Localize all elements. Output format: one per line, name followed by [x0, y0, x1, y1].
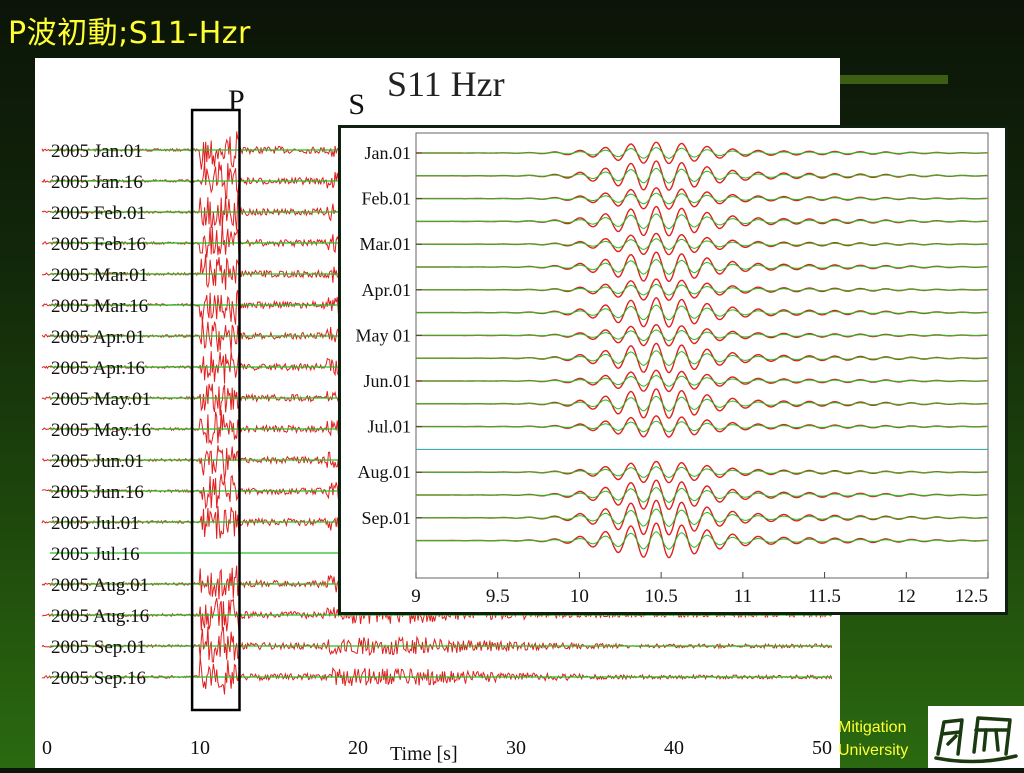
trace-label-2005-may-01: 2005 May.01 [51, 389, 151, 410]
slide-title: P波初動;S11-Hzr [8, 16, 251, 51]
trace-label-2005-aug-01: 2005 Aug.01 [51, 575, 149, 596]
inset-reference-wave-15 [416, 487, 988, 503]
waveform-2005-sep-01 [41, 626, 833, 663]
inset-y-tick-apr-01: Apr.01 [362, 280, 412, 300]
s-annotation: S [348, 88, 365, 121]
trace-label-2005-aug-16: 2005 Aug.16 [51, 606, 149, 627]
inset-x-tick-12-5: 12.5 [955, 586, 988, 607]
main-x-tick-50: 50 [812, 737, 832, 759]
inset-reference-wave-10 [416, 375, 988, 387]
main-x-tick-10: 10 [190, 737, 210, 759]
main-x-ticks-group: 0 10 20 30 40 50 [42, 737, 832, 759]
inset-x-tick-12: 12 [897, 586, 916, 607]
decorative-bar [838, 75, 948, 84]
trace-label-2005-jun-01: 2005 Jun.01 [51, 451, 144, 472]
trace-label-2005-jul-16: 2005 Jul.16 [51, 544, 140, 565]
inset-y-tick-mar-01: Mar.01 [360, 234, 412, 254]
main-chart-title: S11 Hzr [387, 64, 505, 104]
inset-zoom-svg: Jan.01 Feb.01 Mar.01 Apr.01 May 01 Jun.01 Jul.… [356, 132, 989, 607]
trace-label-2005-apr-16: 2005 Apr.16 [51, 358, 145, 379]
inset-y-tick-jan-01: Jan.01 [365, 143, 412, 163]
inset-reference-wave-14 [416, 466, 988, 478]
p-annotation: P [228, 84, 245, 117]
trace-label-2005-jun-16: 2005 Jun.16 [51, 482, 144, 503]
inset-reference-wave-7 [416, 304, 988, 321]
trace-label-2005-may-16: 2005 May.16 [51, 420, 151, 441]
inset-x-ticks-group: 9 9.5 10 10.5 11 11.5 12 12.5 [411, 572, 989, 607]
inset-zoom-chart: Jan.01 Feb.01 Mar.01 Apr.01 May 01 Jun.01 Jul.… [338, 125, 1008, 615]
inset-reference-wave-8 [416, 329, 988, 342]
waveform-2005-sep-16 [41, 657, 833, 695]
inset-y-tick-aug-01: Aug.01 [358, 462, 412, 482]
trace-label-2005-mar-01: 2005 Mar.01 [51, 265, 148, 286]
trace-label-2005-jan-01: 2005 Jan.01 [51, 141, 143, 162]
trace-label-2005-jan-16: 2005 Jan.16 [51, 172, 143, 193]
inset-x-tick-11: 11 [734, 586, 752, 607]
inset-y-tick-jun-01: Jun.01 [363, 371, 411, 391]
inset-reference-wave-11 [416, 395, 988, 412]
inset-plot-frame [415, 132, 989, 579]
inset-x-tick-11-5: 11.5 [808, 586, 841, 607]
trace-label-2005-sep-16: 2005 Sep.16 [51, 668, 146, 689]
inset-reference-wave-17 [416, 531, 988, 550]
main-x-tick-0: 0 [42, 737, 52, 759]
inset-x-tick-9: 9 [411, 586, 421, 607]
inset-reference-wave-1 [416, 167, 988, 184]
inset-x-tick-10: 10 [570, 586, 589, 607]
main-x-tick-40: 40 [664, 737, 684, 759]
trace-label-2005-feb-16: 2005 Feb.16 [51, 234, 146, 255]
inset-reference-wave-0 [416, 147, 988, 159]
inset-reference-wave-16 [416, 508, 988, 527]
trace-label-2005-sep-01: 2005 Sep.01 [51, 637, 146, 658]
trace-label-2005-jul-01: 2005 Jul.01 [51, 513, 140, 534]
inset-reference-wave-3 [416, 213, 988, 230]
inset-x-tick-10-5: 10.5 [645, 586, 678, 607]
inset-y-tick-feb-01: Feb.01 [362, 189, 412, 209]
inset-reference-wave-6 [416, 283, 988, 296]
inset-x-tick-9-5: 9.5 [486, 586, 510, 607]
inset-reference-wave-4 [416, 238, 988, 250]
footer-line-1: Mitigation [838, 719, 907, 736]
main-labels-group: 2005 Jan.01 2005 Jan.16 2005 Feb.01 2005 Fe… [51, 141, 151, 689]
inset-traces-group [416, 141, 988, 559]
inset-reference-wave-2 [416, 192, 988, 205]
main-x-tick-30: 30 [506, 737, 526, 759]
inset-reference-wave-9 [416, 350, 988, 366]
main-x-axis-label: Time [s] [390, 743, 458, 765]
trace-label-2005-mar-16: 2005 Mar.16 [51, 296, 148, 317]
inset-y-ticks-group: Jan.01 Feb.01 Mar.01 Apr.01 May 01 Jun.01 Jul.… [356, 143, 422, 528]
trace-label-2005-feb-01: 2005 Feb.01 [51, 203, 146, 224]
inset-y-tick-jul-01: Jul.01 [367, 417, 411, 437]
main-x-tick-20: 20 [348, 737, 368, 759]
inset-reference-wave-5 [416, 259, 988, 275]
inset-y-tick-may-01: May 01 [356, 325, 412, 345]
university-logo-icon [928, 706, 1024, 768]
trace-label-2005-apr-01: 2005 Apr.01 [51, 327, 145, 348]
inset-reference-wave-12 [416, 420, 988, 433]
footer-text: Mitigation University [838, 716, 928, 762]
footer-line-2: University [838, 742, 909, 759]
university-logo-svg [934, 716, 1018, 764]
p-window-box [190, 108, 241, 712]
inset-y-tick-sep-01: Sep.01 [362, 508, 412, 528]
